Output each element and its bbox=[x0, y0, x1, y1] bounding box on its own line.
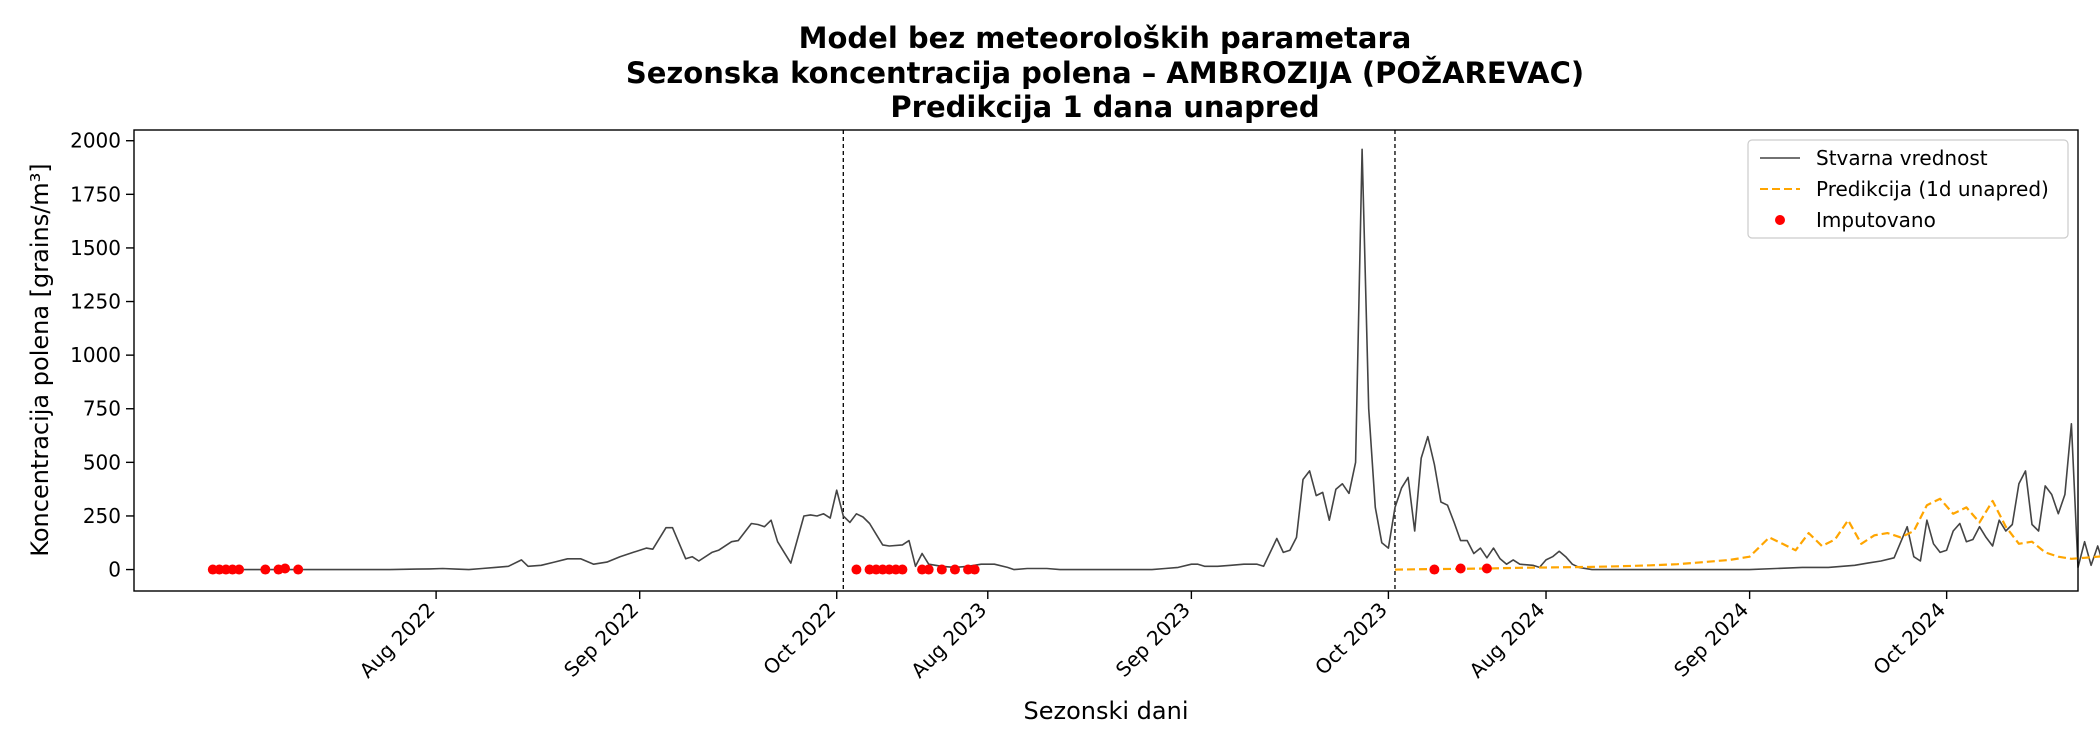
season-boundaries bbox=[842, 130, 1396, 591]
x-axis-label: Sezonski dani bbox=[1023, 697, 1188, 725]
x-tick-label: Sep 2024 bbox=[1669, 598, 1753, 682]
x-tick-label: Oct 2022 bbox=[758, 598, 840, 680]
y-axis-label: Koncentracija polena [grains/m³] bbox=[26, 163, 54, 556]
chart-title-line-2: Sezonska koncentracija polena – AMBROZIJ… bbox=[626, 56, 1584, 90]
imputed-point bbox=[1455, 563, 1466, 574]
legend-prediction-label: Predikcija (1d unapred) bbox=[1816, 177, 2049, 201]
chart-title-line-3: Predikcija 1 dana unapred bbox=[890, 90, 1319, 124]
imputed-point bbox=[234, 564, 245, 575]
x-tick-label: Aug 2023 bbox=[906, 598, 991, 683]
x-tick-label: Sep 2023 bbox=[1111, 598, 1195, 682]
imputed-point bbox=[260, 564, 271, 575]
imputed-point bbox=[1481, 563, 1492, 574]
legend: Stvarna vrednost Predikcija (1d unapred)… bbox=[1747, 139, 2069, 239]
imputed-point bbox=[897, 564, 908, 575]
legend-box bbox=[1747, 139, 2069, 239]
y-tick-label: 1500 bbox=[70, 236, 121, 260]
x-tick-label: Oct 2023 bbox=[1310, 598, 1392, 680]
chart-title: Model bez meteoroloških parametara Sezon… bbox=[626, 21, 1584, 124]
legend-imputed-swatch bbox=[1775, 215, 1785, 225]
x-tick-label: Oct 2024 bbox=[1868, 598, 1950, 680]
legend-actual-label: Stvarna vrednost bbox=[1816, 146, 1988, 170]
imputed-point bbox=[293, 564, 304, 575]
plot-frame bbox=[133, 129, 2079, 592]
x-tick-label: Aug 2022 bbox=[355, 598, 440, 683]
actual-series-line bbox=[212, 148, 2100, 571]
y-tick-label: 500 bbox=[83, 450, 121, 474]
imputed-point bbox=[851, 564, 862, 575]
y-axis: 0 250 500 750 1000 1250 1500 1750 2000 bbox=[70, 129, 134, 582]
imputed-point bbox=[949, 564, 960, 575]
x-tick-label: Sep 2022 bbox=[559, 598, 643, 682]
imputed-point bbox=[280, 563, 291, 574]
y-tick-label: 0 bbox=[108, 558, 121, 582]
prediction-series-line bbox=[1394, 497, 2100, 571]
imputed-point bbox=[1429, 564, 1440, 575]
imputed-point bbox=[936, 564, 947, 575]
x-axis: Aug 2022 Sep 2022 Oct 2022 Aug 2023 Sep 2023… bbox=[355, 591, 1950, 683]
y-tick-label: 1750 bbox=[70, 182, 121, 206]
y-tick-label: 1000 bbox=[70, 343, 121, 367]
imputed-point bbox=[969, 564, 980, 575]
y-tick-label: 250 bbox=[83, 504, 121, 528]
x-tick-label: Aug 2024 bbox=[1464, 598, 1549, 683]
imputed-points bbox=[207, 563, 1492, 575]
legend-imputed-label: Imputovano bbox=[1816, 208, 1936, 232]
y-tick-label: 750 bbox=[83, 397, 121, 421]
series-layer bbox=[212, 148, 2100, 571]
chart-title-line-1: Model bez meteoroloških parametara bbox=[799, 21, 1412, 55]
imputed-point bbox=[923, 564, 934, 575]
y-tick-label: 2000 bbox=[70, 129, 121, 153]
y-tick-label: 1250 bbox=[70, 290, 121, 314]
